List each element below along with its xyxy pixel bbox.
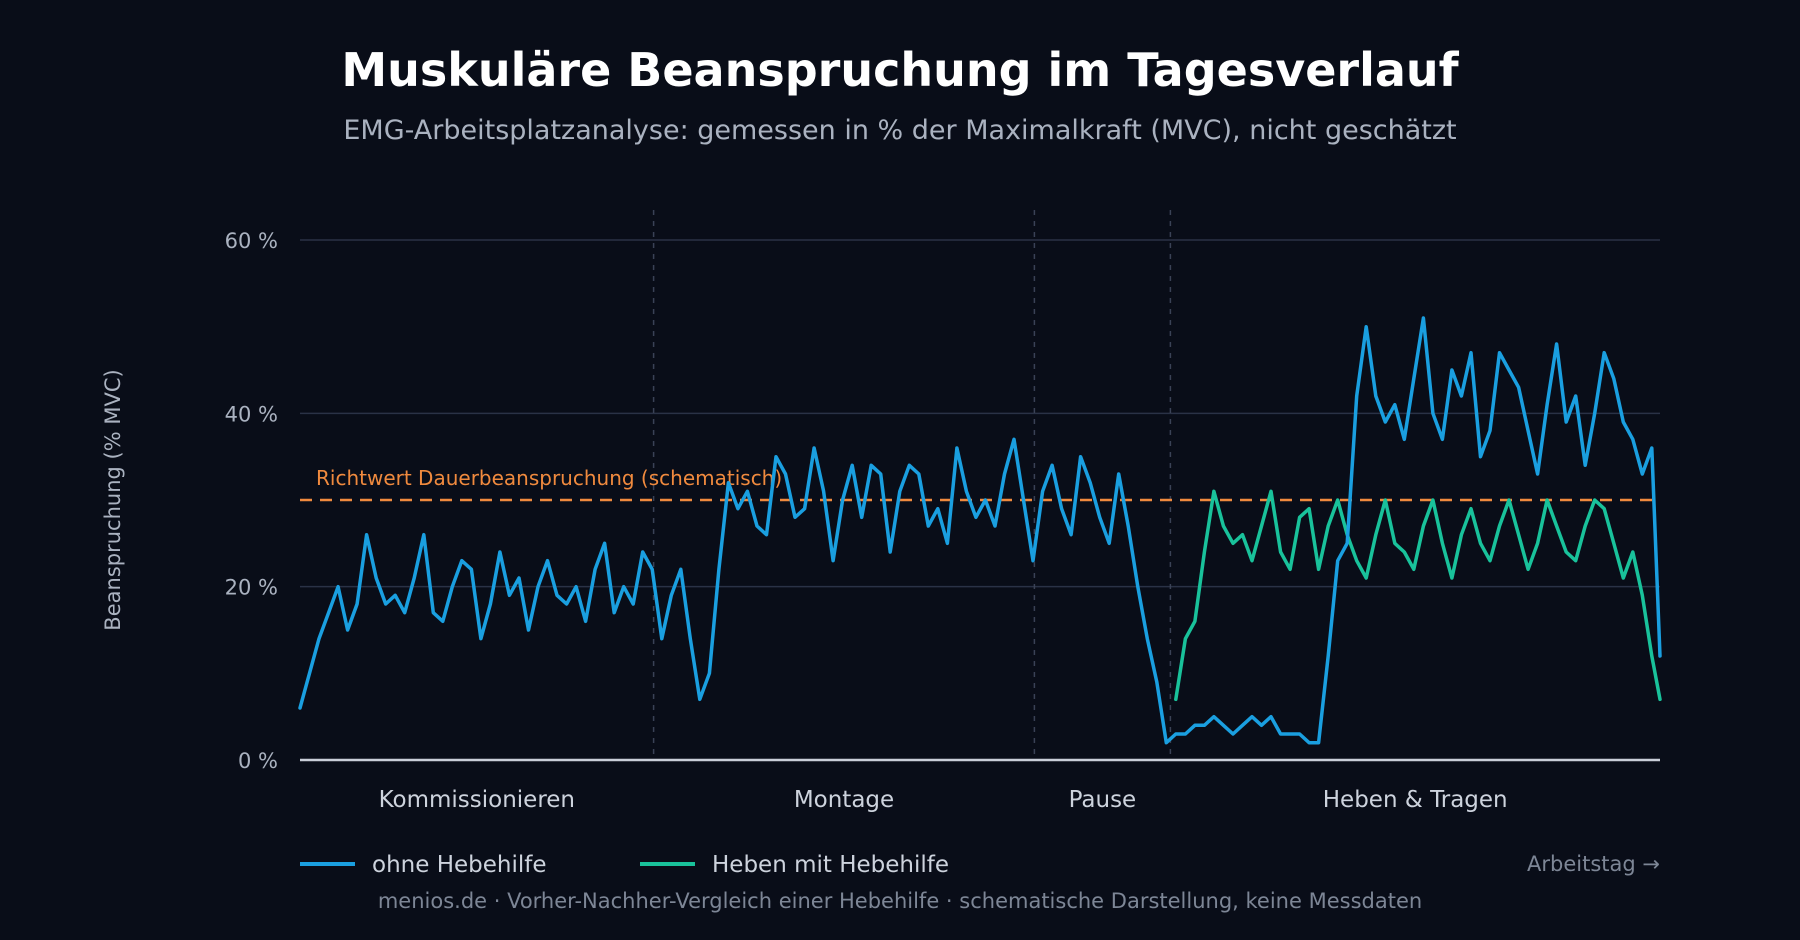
chart-subtitle: EMG-Arbeitsplatzanalyse: gemessen in % d… (343, 115, 1456, 146)
legend-label-mit-hebehilfe: Heben mit Hebehilfe (712, 852, 949, 878)
y-tick-labels: 0 % 20 % 40 % 60 % (225, 229, 278, 773)
footnote: menios.de · Vorher-Nachher-Vergleich ein… (378, 889, 1422, 913)
grid-layer (300, 239, 1660, 588)
reference-line-group: Richtwert Dauerbeanspruchung (schematisc… (300, 466, 1660, 502)
series-line-1 (1174, 489, 1662, 702)
series-line-0 (298, 316, 1662, 745)
legend-item-mit-hebehilfe: Heben mit Hebehilfe (640, 852, 949, 878)
y-axis-label: Beanspruchung (% MVC) (101, 369, 125, 630)
phase-label-0: Kommissionieren (379, 787, 575, 813)
y-tick-label-20: 20 % (225, 576, 278, 600)
series-layer (298, 316, 1662, 745)
y-tick-label-40: 40 % (225, 402, 278, 426)
x-axis-note: Arbeitstag → (1527, 852, 1660, 876)
chart-title: Muskuläre Beanspruchung im Tagesverlauf (341, 43, 1459, 97)
phase-label-1: Montage (794, 787, 894, 813)
phase-labels: Kommissionieren Montage Pause Heben & Trage… (379, 787, 1508, 813)
phase-label-3: Heben & Tragen (1323, 787, 1508, 813)
y-tick-label-60: 60 % (225, 229, 278, 253)
phase-separators (652, 210, 1172, 760)
reference-line-label: Richtwert Dauerbeanspruchung (schematisc… (316, 466, 782, 490)
legend: ohne Hebehilfe Heben mit Hebehilfe (300, 852, 949, 878)
legend-item-ohne-hebehilfe: ohne Hebehilfe (300, 852, 547, 878)
y-tick-label-0: 0 % (238, 749, 278, 773)
legend-label-ohne-hebehilfe: ohne Hebehilfe (372, 852, 547, 878)
phase-label-2: Pause (1069, 787, 1137, 813)
